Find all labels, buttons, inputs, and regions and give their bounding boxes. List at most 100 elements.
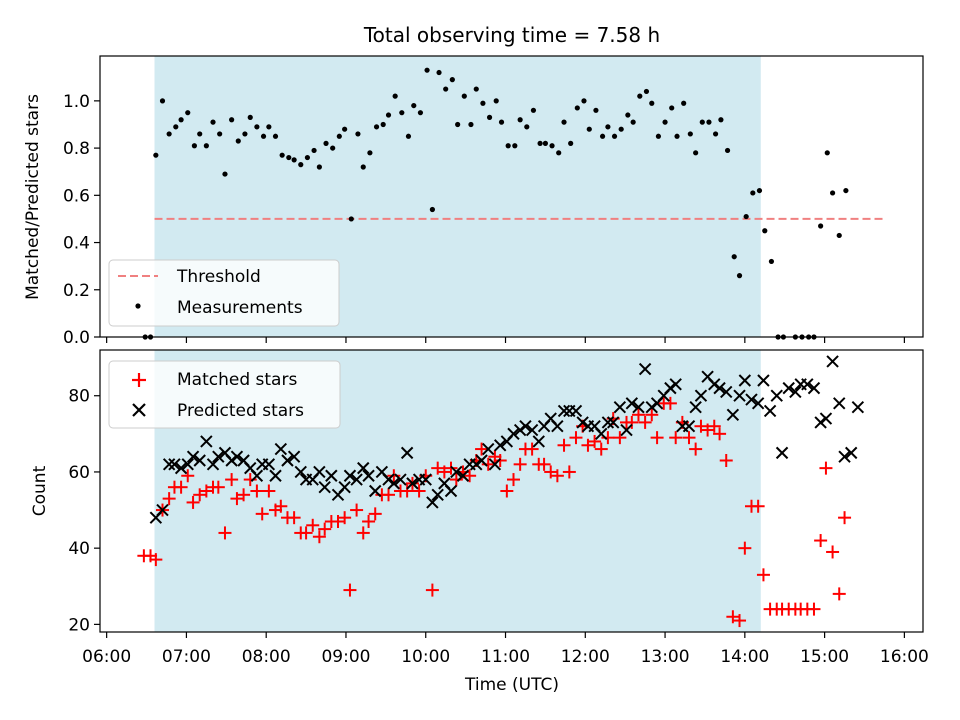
measurement-point bbox=[360, 164, 366, 170]
count-marks bbox=[137, 355, 865, 628]
matched-star-marker bbox=[826, 545, 840, 559]
predicted-star-marker bbox=[181, 458, 194, 471]
matched-star-marker bbox=[230, 492, 244, 506]
predicted-star-marker bbox=[174, 461, 188, 475]
legend-measurements-swatch bbox=[135, 303, 141, 309]
measurement-point bbox=[549, 143, 555, 149]
matched-star-marker bbox=[312, 530, 326, 544]
matched-star-marker bbox=[525, 442, 539, 456]
predicted-star-marker bbox=[557, 404, 571, 418]
measurement-point bbox=[272, 133, 279, 139]
matched-star-marker bbox=[613, 431, 627, 445]
matched-star-marker bbox=[506, 473, 520, 487]
matched-star-marker bbox=[645, 408, 659, 422]
predicted-star-marker bbox=[682, 420, 696, 433]
measurement-point bbox=[178, 117, 184, 123]
measurement-point bbox=[311, 147, 317, 154]
predicted-star-marker bbox=[833, 397, 846, 410]
predicted-star-marker bbox=[620, 423, 633, 437]
measurement-point bbox=[524, 124, 530, 130]
predicted-star-marker bbox=[576, 416, 589, 429]
x-tick-label: 12:00 bbox=[561, 647, 610, 667]
x-tick-label: 06:00 bbox=[82, 647, 131, 667]
measurement-point bbox=[687, 131, 693, 137]
measurement-point bbox=[674, 133, 680, 139]
matched-star-marker bbox=[343, 583, 357, 597]
matched-star-marker bbox=[638, 415, 652, 429]
measurement-point bbox=[630, 119, 636, 125]
matched-star-marker bbox=[756, 568, 770, 582]
measurement-point bbox=[724, 147, 731, 154]
measurement-point bbox=[517, 117, 523, 123]
measurement-point bbox=[405, 133, 412, 139]
predicted-star-marker bbox=[708, 378, 721, 391]
matched-star-marker bbox=[513, 457, 527, 471]
measurement-point bbox=[342, 126, 348, 132]
predicted-star-marker bbox=[274, 442, 288, 456]
matched-star-marker bbox=[481, 457, 495, 471]
measurement-point bbox=[385, 112, 392, 118]
measurement-point bbox=[222, 171, 228, 177]
predicted-star-marker bbox=[525, 423, 539, 437]
measurement-point bbox=[768, 258, 775, 265]
matched-star-marker bbox=[162, 492, 176, 506]
measurement-point bbox=[235, 138, 241, 144]
predicted-star-marker bbox=[757, 374, 770, 387]
x-tick-label: 08:00 bbox=[242, 647, 291, 667]
measurement-point bbox=[669, 105, 675, 111]
predicted-star-marker bbox=[206, 458, 220, 471]
ratio-legend[interactable]: Threshold Measurements bbox=[108, 259, 340, 327]
predicted-star-marker bbox=[519, 420, 532, 433]
ratio-marks bbox=[142, 67, 886, 340]
predicted-star-marker bbox=[168, 458, 181, 471]
measurement-point bbox=[153, 152, 159, 158]
measurement-point bbox=[712, 131, 719, 137]
measurement-point bbox=[473, 86, 479, 92]
matched-star-marker bbox=[255, 507, 269, 521]
measurement-point bbox=[367, 150, 373, 156]
measurement-point bbox=[643, 88, 650, 95]
predicted-star-marker bbox=[726, 408, 740, 421]
measurement-point bbox=[468, 121, 474, 128]
measurement-point bbox=[655, 133, 662, 139]
y-tick-label: 40 bbox=[68, 539, 90, 559]
measurement-point bbox=[706, 119, 712, 125]
measurement-point bbox=[355, 131, 361, 137]
measurement-point bbox=[348, 216, 354, 222]
predicted-star-marker bbox=[400, 446, 414, 460]
predicted-star-marker bbox=[720, 385, 733, 399]
measurement-point bbox=[611, 133, 618, 139]
count-legend[interactable]: Matched stars Predicted stars bbox=[108, 360, 341, 429]
predicted-star-marker bbox=[807, 381, 821, 395]
predicted-star-marker bbox=[844, 446, 858, 460]
measurement-point bbox=[229, 117, 235, 123]
predicted-star-marker bbox=[745, 393, 758, 406]
matched-star-marker bbox=[669, 431, 683, 445]
measurement-point bbox=[373, 124, 380, 130]
x-tick-label: 13:00 bbox=[641, 647, 690, 667]
legend-measurements-label: Measurements bbox=[177, 298, 303, 318]
predicted-star-marker bbox=[782, 381, 795, 395]
predicted-star-marker bbox=[394, 473, 407, 486]
matched-star-marker bbox=[581, 438, 595, 452]
predicted-star-marker bbox=[814, 416, 827, 429]
measurement-point bbox=[185, 110, 191, 116]
matched-star-marker bbox=[814, 534, 828, 548]
predicted-star-marker bbox=[770, 389, 783, 402]
x-tick-label: 10:00 bbox=[401, 647, 450, 667]
predicted-star-marker bbox=[470, 458, 483, 471]
predicted-star-marker bbox=[763, 404, 777, 418]
measurement-point bbox=[593, 107, 599, 113]
predicted-star-marker bbox=[294, 465, 307, 479]
predicted-star-marker bbox=[595, 427, 608, 441]
legend-threshold-label: Threshold bbox=[176, 267, 261, 287]
matched-star-marker bbox=[738, 541, 752, 555]
measurement-point bbox=[561, 119, 567, 125]
matched-star-marker bbox=[306, 518, 320, 532]
matched-star-marker bbox=[713, 427, 727, 441]
measurement-point bbox=[380, 121, 386, 128]
matched-star-marker bbox=[262, 484, 276, 498]
predicted-star-marker bbox=[269, 469, 282, 482]
predicted-star-marker bbox=[426, 496, 439, 509]
matched-star-marker bbox=[338, 511, 352, 525]
